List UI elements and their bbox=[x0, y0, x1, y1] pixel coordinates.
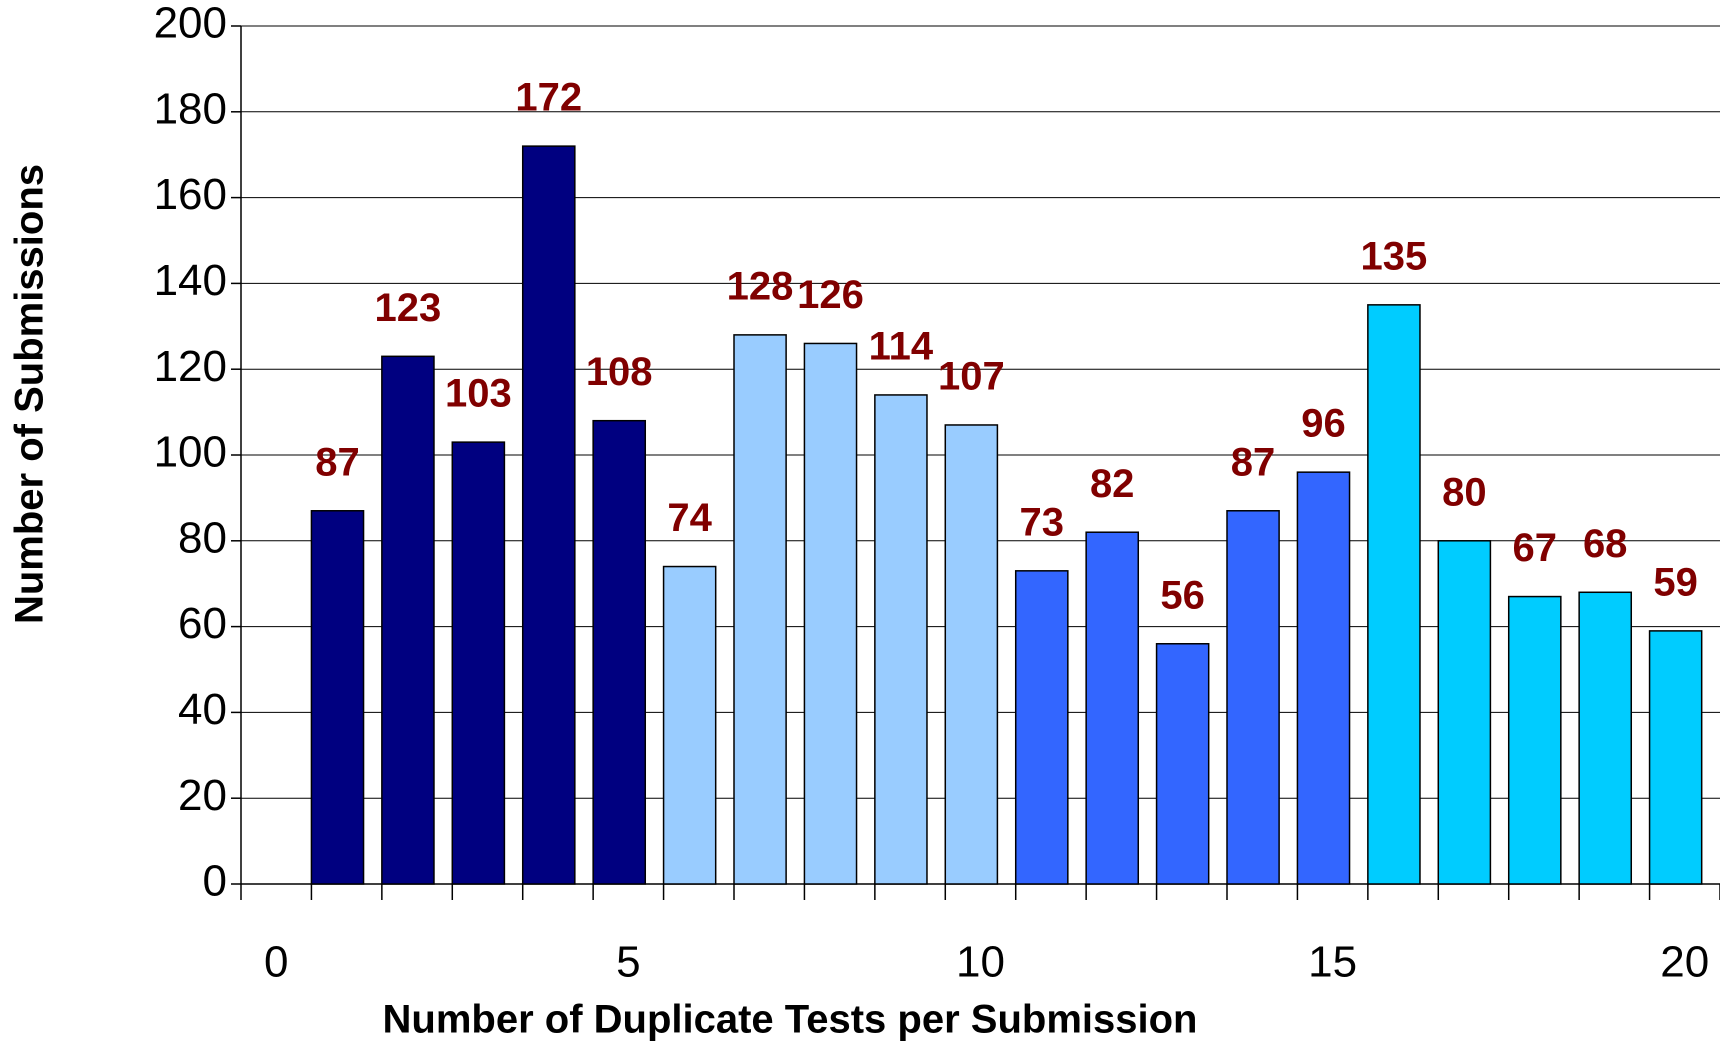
value-label: 87 bbox=[315, 440, 360, 484]
y-tick-label: 40 bbox=[178, 685, 227, 734]
value-label: 56 bbox=[1160, 573, 1205, 617]
y-tick-label: 160 bbox=[154, 170, 227, 219]
x-tick-label: 20 bbox=[1660, 938, 1709, 987]
bar bbox=[1648, 630, 1703, 885]
bar bbox=[381, 355, 435, 885]
value-label: 126 bbox=[797, 273, 864, 317]
bar bbox=[1296, 471, 1351, 885]
y-tick-label: 60 bbox=[178, 599, 227, 648]
value-label: 82 bbox=[1090, 462, 1135, 506]
y-tick-label: 20 bbox=[178, 771, 227, 820]
value-label: 87 bbox=[1231, 440, 1276, 484]
y-tick-label: 80 bbox=[178, 513, 227, 562]
bar bbox=[874, 394, 928, 885]
y-tick-label: 120 bbox=[154, 342, 227, 391]
bar bbox=[944, 424, 999, 885]
y-tick-label: 0 bbox=[203, 857, 227, 906]
x-tick-label: 0 bbox=[264, 938, 288, 987]
y-tick-label: 180 bbox=[154, 84, 227, 133]
x-tick-label: 15 bbox=[1308, 938, 1357, 987]
value-label: 80 bbox=[1442, 470, 1487, 514]
bar bbox=[803, 342, 858, 885]
bar bbox=[1507, 595, 1562, 885]
y-tick-label: 100 bbox=[154, 428, 227, 477]
bar bbox=[521, 145, 576, 885]
bar bbox=[1155, 643, 1210, 885]
x-axis-title: Number of Duplicate Tests per Submission bbox=[383, 998, 1198, 1042]
value-label: 123 bbox=[375, 286, 442, 330]
y-tick-label: 140 bbox=[154, 256, 227, 305]
bar bbox=[1367, 304, 1421, 885]
value-label: 114 bbox=[869, 325, 934, 369]
value-label: 59 bbox=[1653, 560, 1698, 604]
value-label: 103 bbox=[445, 372, 512, 416]
bar bbox=[733, 334, 787, 885]
y-tick-label: 200 bbox=[154, 0, 227, 48]
value-label: 135 bbox=[1361, 234, 1428, 278]
value-label: 67 bbox=[1513, 526, 1558, 570]
bar bbox=[592, 419, 647, 885]
bar bbox=[1085, 531, 1140, 885]
x-tick-label: 10 bbox=[956, 938, 1005, 987]
bar bbox=[1437, 540, 1492, 885]
value-label: 96 bbox=[1301, 402, 1346, 446]
bar bbox=[1014, 570, 1069, 885]
bar bbox=[1226, 510, 1280, 885]
value-label: 108 bbox=[586, 350, 653, 394]
bar bbox=[451, 441, 506, 885]
value-label: 172 bbox=[515, 76, 582, 120]
value-label: 68 bbox=[1583, 522, 1628, 566]
value-label: 73 bbox=[1020, 500, 1065, 544]
value-label: 107 bbox=[938, 355, 1005, 399]
value-label: 128 bbox=[727, 264, 794, 308]
bar bbox=[1578, 591, 1633, 885]
bar bbox=[662, 565, 717, 885]
y-axis-title: Number of Submissions bbox=[8, 164, 52, 624]
bar bbox=[310, 510, 365, 885]
value-label: 74 bbox=[667, 496, 712, 540]
x-tick-label: 5 bbox=[616, 938, 640, 987]
